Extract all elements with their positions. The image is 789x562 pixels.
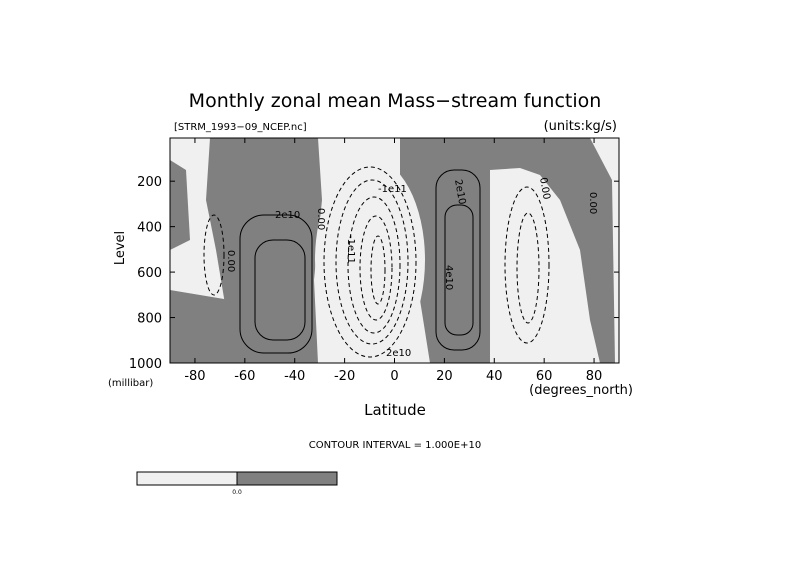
colorbar: 0.0 <box>136 471 338 496</box>
y-axis-label: Level <box>113 231 128 265</box>
y-axis-unit: (millibar) <box>108 378 153 389</box>
x-axis-label: Latitude <box>364 401 426 419</box>
contour-label: 4e10 <box>443 265 454 290</box>
contour-field <box>169 137 620 364</box>
contour-label: 0.00 <box>537 177 552 201</box>
y-tick-label: 200 <box>137 175 162 190</box>
chart-title: Monthly zonal mean Mass−stream function <box>189 90 602 112</box>
footnote: CONTOUR INTERVAL = 1.000E+10 <box>309 440 481 451</box>
x-tick-label: -60 <box>234 369 255 384</box>
x-tick-label: 80 <box>586 369 603 384</box>
x-tick-label: 20 <box>436 369 453 384</box>
contour-label: 2e10 <box>275 210 300 221</box>
y-tick-label: 400 <box>137 221 162 236</box>
x-tick-label: -20 <box>334 369 355 384</box>
contour-label: 2e10 <box>452 179 467 206</box>
contour-label: 2e10 <box>386 348 411 359</box>
contour-label: 0.00 <box>315 208 326 230</box>
contour-label: 0.00 <box>225 250 236 272</box>
contour-label: 0.00 <box>587 192 598 214</box>
x-tick-label: -80 <box>184 369 205 384</box>
subtitle: [STRM_1993−09_NCEP.nc] <box>174 122 307 133</box>
colorbar-label: 0.0 <box>232 489 242 496</box>
y-tick-label: 1000 <box>129 357 162 372</box>
y-tick-label: 600 <box>137 266 162 281</box>
x-tick-label: 40 <box>486 369 503 384</box>
x-tick-label: -40 <box>284 369 305 384</box>
x-axis-unit: (degrees_north) <box>529 383 633 398</box>
x-tick-label: 60 <box>536 369 553 384</box>
units: (units:kg/s) <box>544 119 617 134</box>
contour-label: -1e11 <box>345 235 356 264</box>
x-tick-label: 0 <box>390 369 398 384</box>
y-tick-label: 800 <box>137 312 162 327</box>
contour-label: -1e11 <box>378 184 407 195</box>
